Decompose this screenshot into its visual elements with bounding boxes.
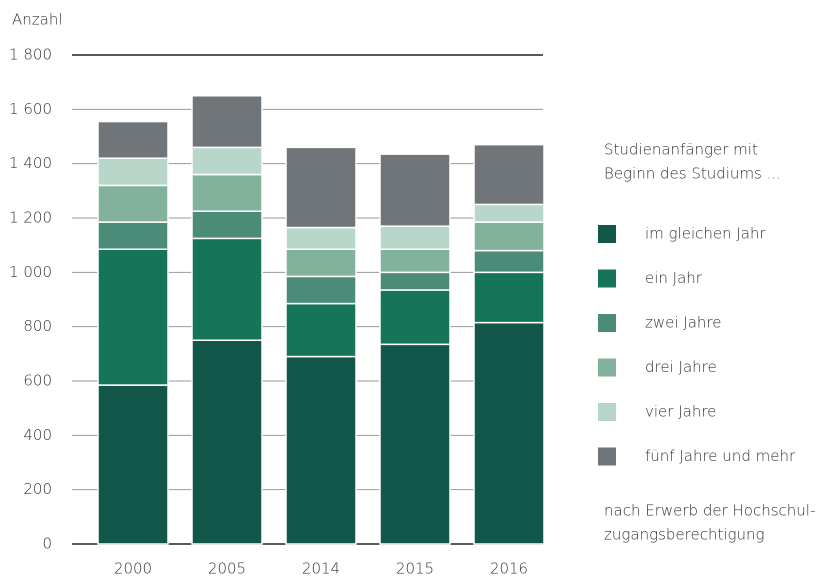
bar-segment (379, 153, 451, 227)
y-tick-label: 1 200 (9, 209, 52, 227)
y-tick-label: 1 800 (9, 46, 52, 64)
bar-segment (379, 248, 451, 274)
y-tick-label: 1 400 (9, 154, 52, 172)
bar-segment (285, 146, 357, 229)
bar-segment (191, 146, 263, 176)
legend-swatch (598, 314, 616, 332)
bar-segment (285, 275, 357, 305)
y-axis-label: Anzahl (12, 11, 63, 29)
bar-segment (191, 210, 263, 240)
bar-segment (97, 248, 169, 386)
bar-segment (473, 249, 545, 274)
y-tick-label: 600 (23, 372, 52, 390)
x-tick-label: 2015 (396, 560, 434, 578)
bar-segment (379, 289, 451, 346)
bar-segment (191, 339, 263, 545)
legend-swatch (598, 269, 616, 288)
bar-segment (285, 302, 357, 358)
y-tick-label: 800 (23, 317, 52, 335)
bar-segment (97, 184, 169, 223)
y-tick-label: 0 (42, 535, 52, 553)
legend-label: fünf Jahre und mehr (645, 447, 796, 465)
y-tick-label: 1 000 (9, 263, 52, 281)
bar-segment (97, 221, 169, 250)
legend-label: im gleichen Jahr (645, 225, 766, 243)
bar-segment (473, 271, 545, 324)
x-tick-label: 2005 (208, 560, 246, 578)
bar-segment (473, 143, 545, 206)
legend-label: zwei Jahre (645, 314, 722, 332)
legend-swatch (598, 447, 616, 466)
legend-label: vier Jahre (645, 403, 716, 421)
bar-segment (191, 237, 263, 341)
note: nach Erwerb der Hochschul- (604, 502, 815, 520)
legend-title: Studienanfänger mit (604, 141, 758, 159)
bar-segment (191, 95, 263, 149)
legend-swatch (598, 358, 616, 377)
y-tick-label: 1 600 (9, 100, 52, 118)
bar-segment (285, 248, 357, 278)
legend-swatch (598, 225, 616, 243)
legend-title: Beginn des Studiums ... (604, 165, 781, 183)
y-tick-label: 200 (23, 480, 52, 498)
bar-segment (473, 221, 545, 252)
y-tick-label: 400 (23, 426, 52, 444)
x-tick-label: 2014 (302, 560, 340, 578)
bar-segment (97, 384, 169, 545)
bar-segment (285, 355, 357, 545)
x-tick-label: 2000 (114, 560, 152, 578)
bar-segment (379, 225, 451, 250)
bar-segment (379, 343, 451, 545)
bar-segment (379, 271, 451, 291)
bar-segment (97, 157, 169, 187)
bar-segment (97, 120, 169, 159)
bar-segment (285, 226, 357, 250)
legend-label: ein Jahr (645, 269, 703, 287)
bar-segment (191, 173, 263, 212)
bar-segment (473, 321, 545, 545)
note: zugangsberechtigung (604, 526, 765, 544)
x-tick-label: 2016 (490, 560, 528, 578)
legend-label: drei Jahre (645, 358, 717, 376)
bar-segment (473, 203, 545, 223)
legend-swatch (598, 403, 616, 421)
